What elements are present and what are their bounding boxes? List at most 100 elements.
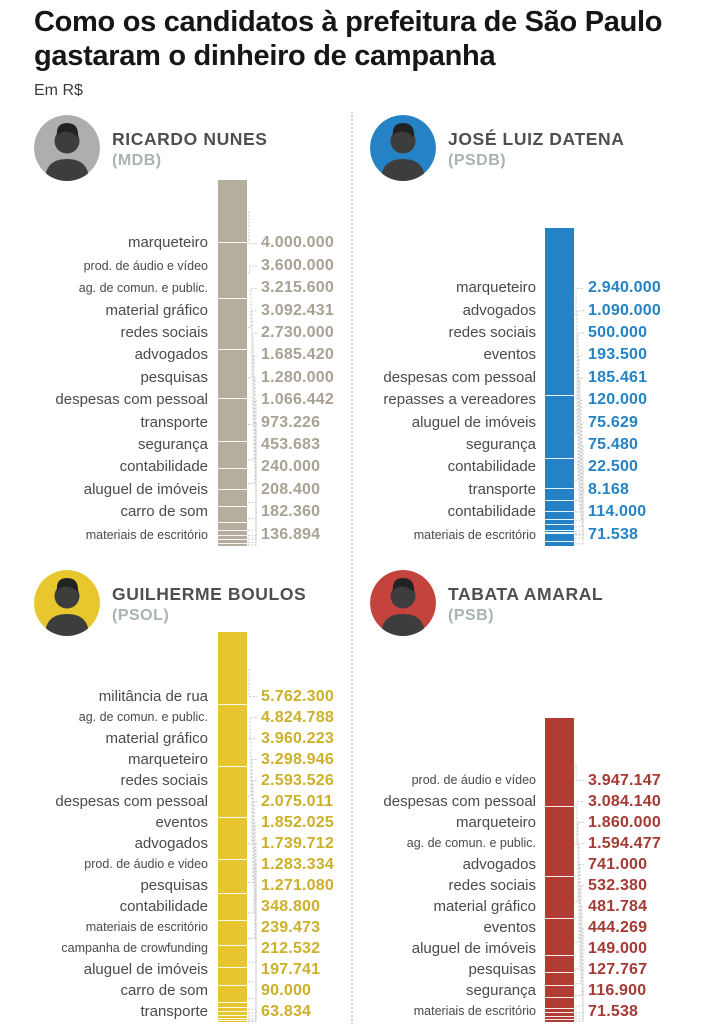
spend-value: 127.767 <box>588 961 648 978</box>
spend-value: 197.741 <box>261 961 321 978</box>
bar-segment <box>218 543 247 546</box>
bar-segment <box>218 299 247 350</box>
spend-value: 2.730.000 <box>261 324 334 341</box>
spend-category-label: advogados <box>134 835 208 852</box>
spend-category-label: eventos <box>483 919 536 936</box>
bar-segment <box>545 806 574 877</box>
spend-category-label: contabilidade <box>119 898 208 915</box>
bar-segment <box>545 520 574 526</box>
spend-category-label: aluguel de imóveis <box>411 413 536 431</box>
spend-value: 75.629 <box>588 413 639 431</box>
bar-segment <box>545 228 574 397</box>
spend-value: 22.500 <box>588 458 639 476</box>
spend-category-label: prod. de áudio e video <box>84 857 208 871</box>
bar-segment <box>218 921 247 946</box>
bar-segment <box>218 507 247 524</box>
bar-segment <box>545 525 574 531</box>
bar-segment <box>218 1002 247 1008</box>
quadrant-divider <box>351 112 353 1024</box>
spend-category-label: ag. de comun. e public. <box>78 281 208 296</box>
spend-value: 1.066.442 <box>261 391 334 409</box>
spend-stacked-bar <box>545 718 574 1022</box>
spend-category-label: redes sociais <box>448 877 536 894</box>
candidate-photo <box>34 570 100 636</box>
bar-segment <box>218 817 247 861</box>
bar-segment <box>218 985 247 1003</box>
page-title: Como os candidatos à prefeitura de São P… <box>34 6 663 72</box>
bar-segment <box>218 468 247 490</box>
spend-value: 453.683 <box>261 436 321 453</box>
bar-segment <box>545 1012 574 1017</box>
spend-value: 114.000 <box>588 503 647 521</box>
candidate-party: (PSB) <box>448 607 495 624</box>
bar-segment <box>545 876 574 920</box>
candidate-quadrant: RICARDO NUNES (MDB) marqueteiro 4.000.000 pr… <box>34 115 346 560</box>
bar-segment <box>218 632 247 706</box>
spend-category-label: despesas com pessoal <box>383 368 536 386</box>
spend-value: 63.834 <box>261 1003 312 1020</box>
spend-category-label: transporte <box>140 1003 208 1020</box>
spend-value: 741.000 <box>588 856 648 873</box>
spend-value: 185.461 <box>588 368 648 386</box>
candidate-party: (PSOL) <box>112 607 170 624</box>
spend-value: 75.480 <box>588 436 639 453</box>
spend-category-label: material gráfico <box>105 730 208 747</box>
spend-category-label: ag. de comun. e public. <box>78 710 208 724</box>
spend-category-label: despesas com pessoal <box>55 391 208 409</box>
bar-segment <box>218 1021 247 1022</box>
bar-segment <box>218 767 247 818</box>
person-silhouette-icon <box>370 570 436 636</box>
spend-category-label: segurança <box>137 436 208 453</box>
spend-value: 1.852.025 <box>261 814 334 831</box>
bar-segment <box>545 512 574 521</box>
bar-segment <box>218 945 247 969</box>
spend-value: 193.500 <box>588 346 648 364</box>
spend-value: 8.168 <box>588 480 630 498</box>
bar-segment <box>218 968 247 986</box>
bar-segment <box>218 242 247 300</box>
spend-category-label: redes sociais <box>448 324 536 341</box>
spend-value: 973.226 <box>261 413 321 431</box>
spend-value: 1.860.000 <box>588 814 661 831</box>
bar-segment <box>545 500 574 513</box>
bar-segment <box>545 997 574 1009</box>
spend-category-label: contabilidade <box>447 458 536 476</box>
spend-category-label: materiais de escritório <box>413 1004 536 1018</box>
spend-value: 71.538 <box>588 525 639 543</box>
spend-value: 3.092.431 <box>261 301 334 319</box>
spend-category-label: pesquisas <box>140 877 208 894</box>
candidate-photo <box>370 570 436 636</box>
spend-value: 1.739.712 <box>261 835 334 852</box>
bar-segment <box>218 349 247 399</box>
spend-value: 2.593.526 <box>261 772 334 789</box>
person-silhouette-icon <box>34 570 100 636</box>
bar-segment <box>218 1007 247 1012</box>
spend-category-label: segurança <box>465 982 536 999</box>
spend-value: 500.000 <box>588 324 648 341</box>
spend-category-label: advogados <box>134 346 208 364</box>
spend-value: 1.685.420 <box>261 346 334 364</box>
spend-value: 481.784 <box>588 898 648 915</box>
bar-segment <box>218 531 247 536</box>
spend-value: 3.947.147 <box>588 772 661 789</box>
spend-category-label: material gráfico <box>433 898 536 915</box>
bar-segment <box>218 441 247 469</box>
page-subtitle: Em R$ <box>34 82 83 99</box>
spend-category-label: materiais de escritório <box>413 527 536 542</box>
spend-value: 348.800 <box>261 898 321 915</box>
spend-value: 240.000 <box>261 458 321 476</box>
spend-category-label: carro de som <box>120 982 208 999</box>
spend-category-label: contabilidade <box>119 458 208 476</box>
bar-segment <box>218 398 247 442</box>
bar-segment <box>218 180 247 243</box>
spend-value: 90.000 <box>261 982 312 999</box>
bar-segment <box>218 489 247 508</box>
spend-value: 3.084.140 <box>588 793 661 810</box>
bar-segment <box>218 1011 247 1016</box>
spend-value: 3.960.223 <box>261 730 334 747</box>
spend-category-label: ag. de comun. e public. <box>406 836 536 850</box>
spend-category-label: marqueteiro <box>127 751 208 768</box>
spend-category-label: eventos <box>483 346 536 364</box>
bar-segment <box>545 919 574 956</box>
spend-category-label: material gráfico <box>105 301 208 319</box>
